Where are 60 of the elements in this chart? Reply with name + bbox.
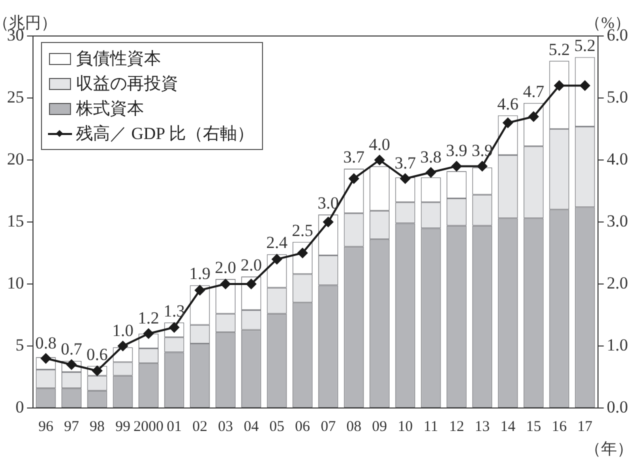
x-tick-label: 10 — [398, 418, 413, 435]
legend-label: 株式資本 — [76, 98, 144, 120]
x-tick-label: 11 — [424, 418, 438, 435]
x-axis-title: （年） — [585, 441, 633, 458]
x-tick-label: 13 — [474, 418, 490, 435]
y2-tick-label: 3.0 — [606, 211, 628, 230]
x-tick-label: 98 — [90, 418, 105, 435]
y2-tick-label: 4.0 — [606, 149, 628, 168]
x-tick-label: 96 — [38, 418, 54, 435]
data-label: 0.8 — [35, 333, 56, 352]
data-label: 1.9 — [189, 264, 210, 284]
y2-tick-label: 2.0 — [606, 273, 628, 292]
x-tick-label: 02 — [192, 418, 208, 435]
y2-tick-label: 0.0 — [606, 397, 628, 416]
legend-label: 収益の再投資 — [76, 73, 178, 95]
data-label: 3.9 — [446, 141, 468, 160]
data-label: 3.0 — [318, 194, 339, 213]
data-label: 2.0 — [214, 258, 236, 278]
x-tick-label: 12 — [449, 418, 464, 435]
data-label: 0.6 — [86, 344, 108, 364]
x-tick-label: 15 — [526, 418, 542, 435]
data-label: 1.0 — [112, 320, 134, 340]
data-label: 0.7 — [60, 340, 83, 359]
data-label: 3.7 — [394, 154, 416, 173]
data-label: 5.2 — [574, 36, 596, 56]
y-tick-label: 0 — [16, 397, 24, 416]
x-tick-label: 97 — [64, 418, 80, 435]
y-tick-label: 20 — [7, 149, 24, 168]
data-label: 4.0 — [368, 134, 390, 154]
y-tick-label: 15 — [7, 211, 24, 230]
x-tick-label: 14 — [500, 418, 516, 435]
x-tick-label: 16 — [552, 418, 568, 435]
y-tick-label: 10 — [7, 273, 24, 292]
data-label: 1.3 — [164, 301, 185, 320]
x-tick-label: 06 — [295, 418, 311, 435]
data-label: 3.7 — [343, 148, 366, 167]
legend-label: 残高／ GDP 比（右軸） — [76, 123, 254, 145]
x-tick-label: 03 — [218, 418, 234, 435]
x-tick-label: 07 — [320, 418, 336, 435]
data-label: 4.6 — [497, 94, 519, 114]
y2-tick-label: 5.0 — [606, 87, 628, 106]
data-label: 5.2 — [548, 40, 570, 59]
y2-tick-label: 1.0 — [606, 335, 628, 354]
data-label: 1.2 — [138, 308, 160, 328]
x-tick-label: 2000 — [134, 418, 164, 435]
x-tick-label: 99 — [115, 418, 130, 435]
x-tick-label: 04 — [244, 418, 260, 435]
x-tick-label: 08 — [346, 418, 362, 435]
data-label: 3.8 — [420, 147, 442, 166]
x-tick-label: 05 — [269, 418, 284, 435]
x-tick-label: 09 — [372, 418, 388, 435]
data-label: 2.4 — [266, 233, 288, 252]
x-tick-label: 17 — [577, 418, 593, 435]
data-label: 2.0 — [240, 256, 262, 275]
y-tick-label: 25 — [7, 87, 24, 106]
y-tick-label: 5 — [16, 335, 24, 354]
x-tick-label: 01 — [166, 418, 182, 435]
data-label: 4.7 — [522, 82, 545, 101]
data-label: 2.5 — [292, 220, 314, 240]
legend-label: 負債性資本 — [76, 48, 161, 70]
